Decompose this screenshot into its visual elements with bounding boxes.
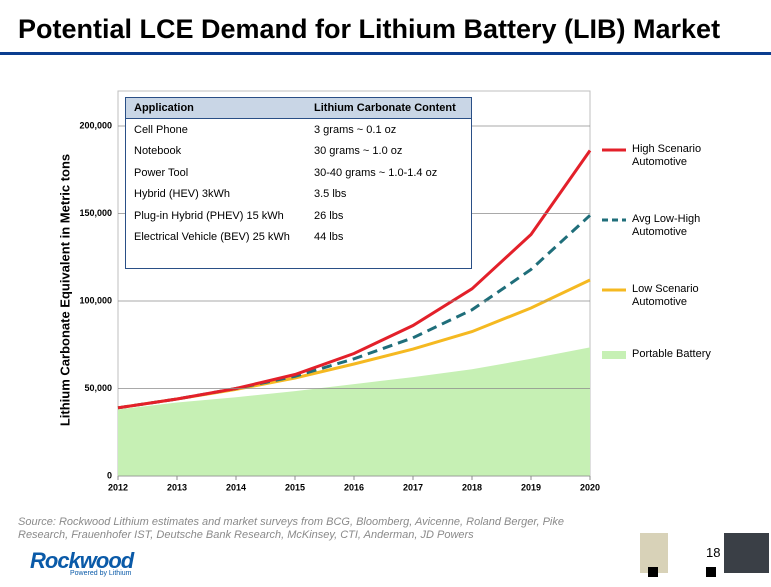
table-body: Cell Phone 3 grams ~ 0.1 oz Notebook 30 gra… <box>126 119 471 248</box>
table-row: Plug-in Hybrid (PHEV) 15 kWh 26 lbs <box>126 205 471 227</box>
photo-car <box>724 533 769 573</box>
table-cell: Hybrid (HEV) 3kWh <box>134 188 230 201</box>
table-cell: 44 lbs <box>314 231 344 244</box>
x-tick-label: 2012 <box>108 482 128 492</box>
table-cell: Power Tool <box>134 166 189 179</box>
table-cell: Electrical Vehicle (BEV) 25 kWh <box>134 231 290 244</box>
photo-battery <box>640 533 668 573</box>
table-cell: 26 lbs <box>314 209 344 222</box>
y-axis-label: Lithium Carbonate Equivalent in Metric t… <box>57 154 72 426</box>
x-tick-label: 2019 <box>521 482 541 492</box>
line <box>117 214 592 410</box>
table-row: Electrical Vehicle (BEV) 25 kWh 44 lbs <box>126 227 471 249</box>
x-tick-label: 2020 <box>580 482 600 492</box>
table-cell: 30-40 grams ~ 1.0-1.4 oz <box>314 166 438 179</box>
legend-label: Portable Battery <box>632 348 711 360</box>
table-row: Hybrid (HEV) 3kWh 3.5 lbs <box>126 184 471 206</box>
logo-name: Rockwood <box>30 548 134 573</box>
legend-swatch <box>602 351 626 359</box>
x-tick-label: 2016 <box>344 482 364 492</box>
legend-label: Low Scenario Automotive <box>632 283 699 308</box>
legend-label: High Scenario Automotive <box>632 143 702 168</box>
bullet-square <box>648 567 658 577</box>
table-row: Notebook 30 grams ~ 1.0 oz <box>126 141 471 163</box>
y-tick-label: 200,000 <box>79 120 112 130</box>
table-cell: Plug-in Hybrid (PHEV) 15 kWh <box>134 209 284 222</box>
table-cell: 30 grams ~ 1.0 oz <box>314 145 403 158</box>
logo: Rockwood Powered by Lithium <box>30 548 134 577</box>
table-row: Power Tool 30-40 grams ~ 1.0-1.4 oz <box>126 162 471 184</box>
table-cell: 3 grams ~ 0.1 oz <box>314 123 397 136</box>
page-number: 18 <box>706 545 721 560</box>
table-header-cell: Application <box>134 102 194 114</box>
y-tick-label: 0 <box>107 470 112 480</box>
table-row: Cell Phone 3 grams ~ 0.1 oz <box>126 119 471 141</box>
table-header: Application Lithium Carbonate Content <box>126 98 471 119</box>
area <box>118 347 590 476</box>
y-tick-label: 150,000 <box>79 208 112 218</box>
table-cell: Notebook <box>134 145 182 158</box>
source-note: Source: Rockwood Lithium estimates and m… <box>18 516 564 541</box>
table-cell: 3.5 lbs <box>314 188 347 201</box>
y-tick-label: 50,000 <box>84 383 112 393</box>
title-rule <box>0 52 771 55</box>
y-tick-label: 100,000 <box>79 295 112 305</box>
x-tick-label: 2015 <box>285 482 305 492</box>
logo-tagline: Powered by Lithium <box>70 570 132 577</box>
x-tick-label: 2017 <box>403 482 423 492</box>
legend-label: Avg Low-High Automotive <box>632 213 701 238</box>
x-tick-label: 2013 <box>167 482 187 492</box>
bullet-square <box>706 567 716 577</box>
x-tick-label: 2018 <box>462 482 482 492</box>
content-table: Application Lithium Carbonate Content Ce… <box>125 97 472 269</box>
slide-title: Potential LCE Demand for Lithium Battery… <box>18 14 721 44</box>
table-header-cell: Lithium Carbonate Content <box>314 102 456 114</box>
line <box>117 149 592 410</box>
x-tick-label: 2014 <box>226 482 246 492</box>
table-cell: Cell Phone <box>134 123 188 136</box>
